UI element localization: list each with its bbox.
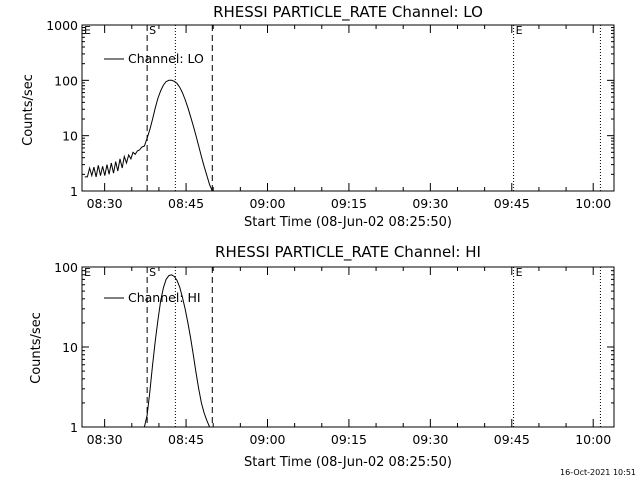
- legend-label-hi: Channel: HI: [128, 290, 201, 305]
- panel-hi: RHESSI PARTICLE_RATE Channel: HI Counts/…: [29, 243, 615, 470]
- legend-hi: Channel: HI: [104, 290, 201, 305]
- event-marker-label: S: [149, 24, 156, 37]
- y-ticks-lo: 1 10 100 1000: [46, 18, 614, 199]
- edge-label-hi: E: [84, 266, 91, 279]
- x-tick-label: 09:45: [494, 196, 530, 211]
- y-tick-label: 100: [54, 73, 78, 88]
- x-tick-label: 09:00: [249, 196, 285, 211]
- chart-title-hi: RHESSI PARTICLE_RATE Channel: HI: [215, 243, 481, 262]
- series-line-hi: [143, 274, 213, 428]
- edge-label-lo: E: [84, 24, 91, 37]
- x-tick-label: 08:30: [87, 432, 123, 447]
- x-tick-label: 09:30: [412, 432, 448, 447]
- event-marker-label: E: [516, 24, 523, 37]
- y-tick-label: 10: [62, 129, 78, 144]
- y-tick-label: 10: [62, 340, 78, 355]
- y-ticks-hi: 1 10 100: [54, 260, 614, 435]
- x-tick-label: 09:15: [331, 196, 367, 211]
- x-tick-label: 10:00: [575, 196, 611, 211]
- x-tick-label: 09:45: [494, 432, 530, 447]
- x-tick-label: 10:00: [575, 432, 611, 447]
- x-axis-label-lo: Start Time (08-Jun-02 08:25:50): [244, 215, 452, 230]
- x-ticks-lo: 08:30 08:45 09:00 09:15 09:30 09:45 10:00: [87, 25, 611, 211]
- panel-lo: RHESSI PARTICLE_RATE Channel: LO Counts/…: [21, 3, 615, 230]
- x-axis-label-hi: Start Time (08-Jun-02 08:25:50): [244, 455, 452, 470]
- y-tick-label: 1000: [46, 18, 78, 33]
- event-marker-label: S: [149, 266, 156, 279]
- series-line-lo: [84, 79, 214, 192]
- legend-label-lo: Channel: LO: [128, 51, 204, 66]
- legend-lo: Channel: LO: [104, 51, 204, 66]
- x-tick-label: 09:15: [331, 432, 367, 447]
- y-tick-label: 1: [70, 184, 78, 199]
- x-tick-label: 08:45: [168, 432, 204, 447]
- y-tick-label: 100: [54, 260, 78, 275]
- plot-frame-lo: [81, 24, 615, 192]
- y-axis-label-hi: Counts/sec: [29, 312, 44, 384]
- x-tick-label: 09:00: [249, 432, 285, 447]
- chart-title-lo: RHESSI PARTICLE_RATE Channel: LO: [213, 3, 483, 22]
- x-ticks-hi: 08:30 08:45 09:00 09:15 09:30 09:45 10:00: [87, 267, 611, 447]
- y-axis-label-lo: Counts/sec: [21, 74, 36, 146]
- footer-timestamp: 16-Oct-2021 10:51: [560, 468, 636, 477]
- x-tick-label: 08:30: [87, 196, 123, 211]
- x-tick-label: 08:45: [168, 196, 204, 211]
- y-tick-label: 1: [70, 420, 78, 435]
- x-tick-label: 09:30: [412, 196, 448, 211]
- event-marker-label: E: [516, 266, 523, 279]
